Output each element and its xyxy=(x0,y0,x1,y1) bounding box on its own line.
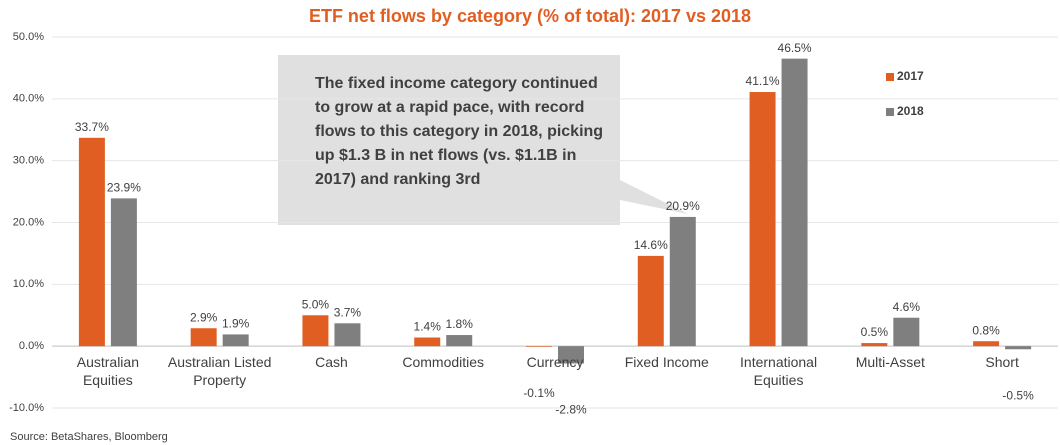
x-tick-label: Short xyxy=(985,354,1019,370)
bar xyxy=(1005,346,1032,350)
value-label: 2.9% xyxy=(190,310,218,324)
x-tick-label: Fixed Income xyxy=(624,354,709,370)
value-label: 5.0% xyxy=(302,297,330,311)
legend-swatch xyxy=(886,73,894,81)
bar xyxy=(893,317,920,347)
x-tick-label: Commodities xyxy=(402,354,485,370)
y-tick-label: 10.0% xyxy=(13,278,44,290)
chart-title: ETF net flows by category (% of total): … xyxy=(309,6,751,26)
x-tick-label: Multi-Asset xyxy=(855,354,925,370)
value-label: 1.4% xyxy=(414,320,442,334)
bar xyxy=(749,92,776,347)
bar xyxy=(637,255,664,347)
value-label: -0.1% xyxy=(523,386,555,400)
legend-label: 2017 xyxy=(897,69,924,83)
bar xyxy=(190,328,217,347)
value-label: 46.5% xyxy=(778,41,812,55)
x-tick-label: Cash xyxy=(315,354,348,370)
legend-swatch xyxy=(886,108,894,116)
value-label: 41.1% xyxy=(746,74,780,88)
x-tick-label: Australian Listed Property xyxy=(167,354,272,388)
bar xyxy=(302,315,329,347)
bar xyxy=(78,137,105,347)
value-label: -2.8% xyxy=(555,403,587,417)
value-label: 4.6% xyxy=(893,300,921,314)
bar xyxy=(558,346,584,364)
bar xyxy=(526,346,552,347)
bar xyxy=(973,341,1000,347)
y-tick-label: 40.0% xyxy=(13,93,44,105)
bar xyxy=(446,335,473,347)
bar xyxy=(781,58,808,347)
value-label: -0.5% xyxy=(1002,388,1034,402)
value-label: 0.5% xyxy=(861,325,889,339)
x-tick-label: Currency xyxy=(526,354,584,370)
y-tick-label: -10.0% xyxy=(9,402,44,414)
bar xyxy=(110,198,137,347)
annotation: The fixed income category continued to g… xyxy=(315,75,604,188)
value-label: 1.8% xyxy=(446,317,474,331)
bar xyxy=(669,216,696,347)
x-tick-label: International Equities xyxy=(740,354,818,388)
y-tick-label: 20.0% xyxy=(13,216,44,228)
value-label: 1.9% xyxy=(222,317,250,331)
x-tick-label: Australian Equities xyxy=(76,354,139,388)
legend-label: 2018 xyxy=(897,104,924,118)
callout-box xyxy=(278,55,688,225)
y-tick-label: 50.0% xyxy=(13,31,44,43)
source: Source: BetaShares, Bloomberg xyxy=(10,431,168,443)
value-label: 20.9% xyxy=(666,199,700,213)
bar xyxy=(414,337,441,347)
bar xyxy=(222,334,249,347)
value-label: 33.7% xyxy=(75,120,109,134)
value-label: 23.9% xyxy=(107,181,141,195)
value-label: 3.7% xyxy=(334,305,362,319)
bar xyxy=(334,323,361,347)
y-tick-label: 30.0% xyxy=(13,155,44,167)
bar xyxy=(861,343,888,347)
value-label: 14.6% xyxy=(634,238,668,252)
y-tick-label: 0.0% xyxy=(19,340,44,352)
value-label: 0.8% xyxy=(972,323,1000,337)
